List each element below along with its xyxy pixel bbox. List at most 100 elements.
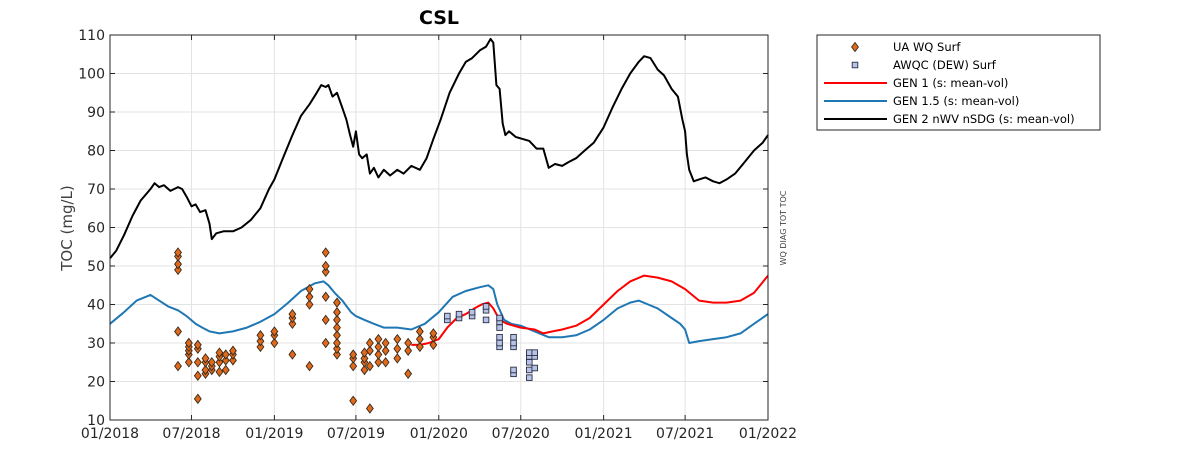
data-point-square xyxy=(468,308,476,316)
data-point-diamond xyxy=(333,314,341,326)
data-point-diamond xyxy=(305,299,314,310)
x-tick-label: 07/2019 xyxy=(327,426,385,442)
data-point-square xyxy=(526,359,533,366)
legend: UA WQ Surf AWQC (DEW) Surf GEN 1 (s: mean-… xyxy=(816,34,1101,131)
data-point-diamond xyxy=(174,326,182,337)
data-point-diamond xyxy=(374,333,383,345)
data-point-diamond xyxy=(229,345,237,356)
data-point-diamond xyxy=(374,349,383,360)
data-point-diamond xyxy=(349,349,358,360)
legend-label: GEN 2 nWV nSDG (s: mean-vol) xyxy=(893,112,1075,126)
data-point-diamond xyxy=(321,247,330,258)
y-tick-label: 70 xyxy=(87,182,105,198)
y-tick-label: 90 xyxy=(87,105,105,121)
data-point-diamond xyxy=(215,347,224,358)
data-point-diamond xyxy=(333,306,341,318)
y-tick-label: 60 xyxy=(87,221,105,237)
data-point-diamond xyxy=(393,343,402,355)
data-point-diamond xyxy=(365,403,374,414)
data-point-square xyxy=(496,324,503,331)
data-point-diamond xyxy=(365,345,374,356)
legend-item-gen-1-s-mean-vol: GEN 1 (s: mean-vol) xyxy=(824,76,1008,90)
data-point-diamond xyxy=(333,322,341,333)
series-gen-1-5-s-mean-vol xyxy=(109,280,769,344)
plot-series xyxy=(109,37,769,414)
data-point-square xyxy=(510,366,517,374)
data-point-diamond xyxy=(221,349,230,360)
data-point-diamond xyxy=(305,283,314,295)
x-tick-label: 07/2021 xyxy=(656,426,714,442)
data-point-diamond xyxy=(360,364,369,376)
y-tick-label: 20 xyxy=(87,375,105,391)
y-tick-label: 30 xyxy=(87,336,105,352)
data-point-square xyxy=(496,339,503,347)
y-tick-label: 10 xyxy=(87,413,105,429)
data-point-square xyxy=(496,314,503,322)
side-note: WQ DIAG TOT TOC xyxy=(779,190,788,265)
series-line xyxy=(109,37,769,259)
data-point-diamond xyxy=(215,357,224,368)
data-point-square xyxy=(526,349,533,356)
x-tick-label: 01/2020 xyxy=(410,426,468,442)
data-point-diamond xyxy=(229,355,237,366)
data-point-diamond xyxy=(321,314,330,326)
data-point-square xyxy=(531,349,538,356)
legend-item-awqc-dew-surf: AWQC (DEW) Surf xyxy=(851,58,997,72)
data-point-diamond xyxy=(365,360,374,372)
data-point-diamond xyxy=(429,339,438,351)
data-point-diamond xyxy=(193,339,202,351)
data-point-diamond xyxy=(174,247,182,258)
legend-item-gen-2-nwv-nsdg-s-mean-vol: GEN 2 nWV nSDG (s: mean-vol) xyxy=(824,112,1075,126)
data-point-diamond xyxy=(349,360,358,372)
y-tick-label: 100 xyxy=(78,67,105,83)
data-point-diamond xyxy=(415,326,424,337)
data-point-diamond xyxy=(201,353,210,364)
y-tick-label: 80 xyxy=(87,144,105,160)
data-point-diamond xyxy=(288,308,297,320)
chart-title: CSL xyxy=(419,7,459,29)
data-point-square xyxy=(510,333,517,341)
data-point-square xyxy=(444,312,451,320)
data-point-diamond xyxy=(184,357,193,368)
data-point-diamond xyxy=(321,291,330,303)
data-point-diamond xyxy=(365,337,374,349)
data-point-diamond xyxy=(174,258,182,270)
data-point-square xyxy=(496,333,503,341)
data-point-diamond xyxy=(305,360,314,372)
data-point-square xyxy=(482,303,490,310)
data-point-diamond xyxy=(270,337,279,349)
data-point-diamond xyxy=(321,260,330,272)
data-point-diamond xyxy=(288,318,297,329)
legend-item-ua-wq-surf: UA WQ Surf xyxy=(851,40,961,54)
data-point-diamond xyxy=(193,357,202,368)
data-point-diamond xyxy=(184,337,193,349)
data-point-diamond xyxy=(381,337,390,349)
x-tick-label: 07/2018 xyxy=(162,426,220,442)
x-tick-label: 01/2018 xyxy=(81,426,139,442)
data-point-square xyxy=(482,316,490,324)
legend-swatch-square xyxy=(851,61,859,69)
data-point-diamond xyxy=(333,330,341,341)
legend-label: GEN 1.5 (s: mean-vol) xyxy=(893,94,1019,108)
data-point-diamond xyxy=(270,326,279,337)
y-tick-label: 110 xyxy=(78,28,105,44)
axis-ticks: 01/2018 07/2018 01/2019 07/2019 01/2020 07/20… xyxy=(78,28,797,442)
data-point-diamond xyxy=(404,368,413,380)
data-point-diamond xyxy=(256,335,265,347)
data-point-diamond xyxy=(321,266,330,278)
x-tick-label: 01/2022 xyxy=(739,426,797,442)
data-point-diamond xyxy=(215,366,224,378)
data-point-diamond xyxy=(288,349,297,360)
data-point-diamond xyxy=(393,353,402,364)
series-ua-wq-surf xyxy=(174,247,438,414)
data-point-diamond xyxy=(349,395,358,406)
data-point-diamond xyxy=(429,328,438,339)
data-point-diamond xyxy=(174,360,182,372)
data-point-diamond xyxy=(193,393,202,405)
data-point-square xyxy=(526,374,533,381)
data-point-diamond xyxy=(360,353,369,364)
data-point-diamond xyxy=(256,330,265,341)
legend-swatch-diamond xyxy=(851,41,859,53)
data-point-diamond xyxy=(404,345,413,356)
